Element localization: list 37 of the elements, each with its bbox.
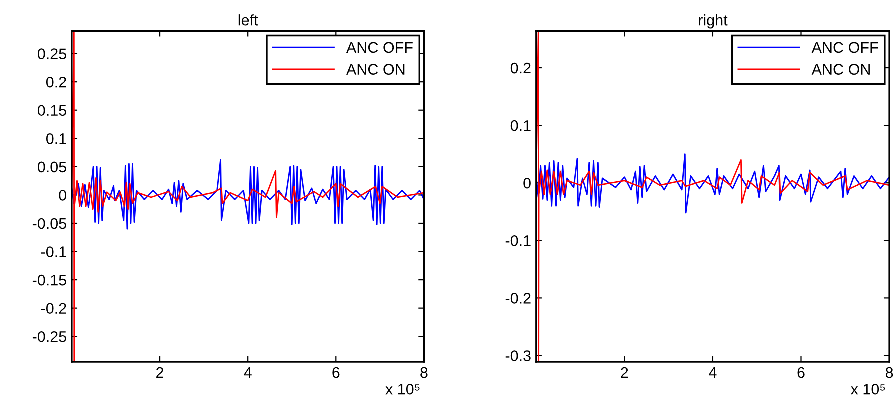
x-tick-label: 8 <box>886 367 894 378</box>
y-tick-label: 0 <box>59 190 67 201</box>
y-tick-label: 0.05 <box>38 162 66 173</box>
legend-label: ANC ON <box>346 64 405 75</box>
y-tick-label: -0.1 <box>41 246 66 258</box>
x-tick-label: 6 <box>332 367 340 378</box>
y-tick-label: 0 <box>524 178 531 189</box>
y-tick-label: 0.1 <box>46 134 66 144</box>
legend-label: ANC ON <box>812 64 870 75</box>
line-series <box>72 31 424 362</box>
y-tick-label: -0.15 <box>32 274 66 286</box>
y-tick-label: 0.25 <box>38 48 66 60</box>
chart-title: left <box>238 14 258 26</box>
text: x 10⁵ <box>850 384 886 395</box>
x-tick-label: 6 <box>798 367 805 378</box>
y-tick-label: 0.15 <box>38 105 66 116</box>
text: x 10⁵ <box>386 384 420 395</box>
line-series <box>536 31 890 362</box>
y-tick-label: 0.1 <box>510 120 531 132</box>
y-tick-label: -0.1 <box>506 236 531 246</box>
y-tick-label: -0.05 <box>32 218 66 230</box>
y-tick-label: -0.2 <box>506 293 531 304</box>
y-tick-label: 0.2 <box>46 76 66 88</box>
y-tick-label: 0.2 <box>510 62 531 74</box>
x-tick-label: 2 <box>621 367 628 378</box>
y-tick-label: -0.3 <box>506 350 531 362</box>
legend-label: ANC OFF <box>346 42 413 54</box>
x-tick-label: 4 <box>709 367 717 378</box>
line-series <box>72 159 424 230</box>
x-tick-label: 2 <box>156 367 164 378</box>
chart-title: right <box>699 14 728 29</box>
x-tick-label: 4 <box>244 367 252 378</box>
x-tick-label: 8 <box>420 367 428 378</box>
legend-label: ANC OFF <box>812 42 878 54</box>
y-tick-label: -0.2 <box>41 303 66 314</box>
y-tick-label: -0.25 <box>32 331 66 342</box>
line-series <box>536 154 890 214</box>
